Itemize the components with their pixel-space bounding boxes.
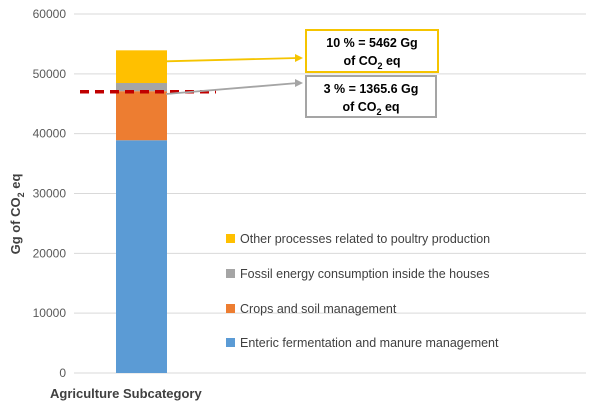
annotation-unit: of CO2 eq: [342, 100, 399, 117]
y-tick-label: 0: [59, 366, 66, 380]
legend-label: Fossil energy consumption inside the hou…: [240, 267, 489, 281]
annotation-value: 10 % = 5462 Gg: [326, 36, 417, 50]
legend-swatch: [226, 234, 235, 243]
y-tick-label: 60000: [33, 7, 67, 21]
x-axis-title: Agriculture Subcategory: [50, 386, 202, 401]
annotation-arrowhead: [295, 79, 303, 87]
bar-segment: [116, 140, 167, 373]
y-axis-ticks: 0 10000 20000 30000 40000 50000 60000: [33, 7, 67, 380]
annotation-value: 3 % = 1365.6 Gg: [324, 82, 419, 96]
legend-swatch: [226, 269, 235, 278]
legend-swatch: [226, 338, 235, 347]
y-axis-title: Gg of CO2 eq: [8, 174, 26, 255]
annotation-arrow: [165, 57, 299, 63]
y-tick-label: 20000: [33, 246, 67, 260]
legend: Other processes related to poultry produ…: [226, 232, 499, 350]
annotation-arrow: [165, 82, 299, 95]
bar-segment: [116, 83, 167, 92]
legend-label: Other processes related to poultry produ…: [240, 232, 490, 246]
y-tick-label: 30000: [33, 187, 67, 201]
legend-label: Crops and soil management: [240, 302, 397, 316]
y-tick-label: 50000: [33, 67, 67, 81]
bar-segments: [116, 50, 167, 373]
y-axis-title-group: Gg of CO2 eq: [8, 174, 26, 255]
annotation-box: [305, 75, 437, 118]
annotation-unit: of CO2 eq: [343, 54, 400, 71]
y-tick-label: 40000: [33, 127, 67, 141]
y-axis-title-subscript: 2: [16, 192, 26, 197]
bar-segment: [116, 50, 167, 84]
legend-label: Enteric fermentation and manure manageme…: [240, 336, 499, 350]
legend-swatch: [226, 304, 235, 313]
bar-segment: [116, 91, 167, 141]
annotation-arrowhead: [295, 54, 303, 62]
annotation-box: [305, 29, 439, 73]
annotations: 10 % = 5462 Gg of CO2 eq 3 % = 1365.6 Gg of…: [165, 29, 439, 118]
y-tick-label: 10000: [33, 306, 67, 320]
